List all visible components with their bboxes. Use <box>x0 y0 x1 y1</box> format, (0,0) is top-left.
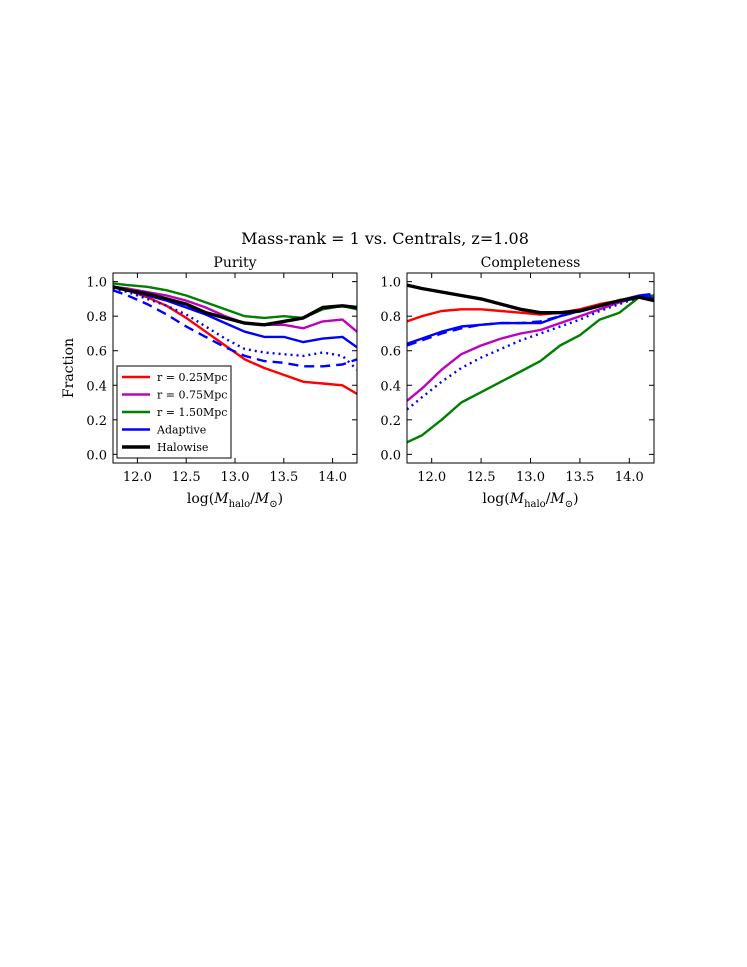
x-tick-label: 13.5 <box>565 470 594 485</box>
series-line-adaptive-dotted <box>407 294 654 411</box>
legend: r = 0.25Mpc r = 0.75Mpc r = 1.50Mpc Adaptiv… <box>116 365 232 459</box>
completeness-panel: 12.0 12.5 13.0 13.5 14.0 0.0 0.2 0.4 0.6 0.8 1.0 Co… <box>380 255 655 510</box>
x-tick-label: 12.0 <box>123 470 152 485</box>
panel-title: Purity <box>213 255 256 271</box>
y-tick-label: 0.6 <box>380 345 401 360</box>
y-tick-label: 1.0 <box>86 276 107 291</box>
x-tick-label: 13.5 <box>269 470 298 485</box>
series-line-adaptive-dotted <box>113 287 357 371</box>
x-tick-label: 12.0 <box>417 470 446 485</box>
legend-label-adaptive: Adaptive <box>156 424 206 437</box>
panel-title: Completeness <box>481 255 581 271</box>
y-tick-label: 0.8 <box>86 310 107 325</box>
legend-label-r150: r = 1.50Mpc <box>157 406 227 419</box>
y-tick-label: 0.0 <box>86 448 107 463</box>
y-tick-label: 0.2 <box>86 414 107 429</box>
series-line-r075-solid <box>407 296 654 402</box>
x-tick-label: 13.0 <box>221 470 250 485</box>
y-axis-label: Fraction <box>61 338 77 398</box>
x-axis-label: log(Mhalo/M⊙) <box>187 491 283 510</box>
y-tick-label: 0.4 <box>86 379 107 394</box>
series-line-halowise-solid <box>407 283 654 315</box>
series-line-r150-solid <box>407 294 654 444</box>
x-tick-label: 12.5 <box>172 470 201 485</box>
y-tick-label: 1.0 <box>380 276 401 291</box>
figure-title: Mass-rank = 1 vs. Centrals, z=1.08 <box>241 229 529 248</box>
y-tick-label: 0.6 <box>86 345 107 360</box>
y-tick-label: 0.4 <box>380 379 401 394</box>
y-tick-label: 0.8 <box>380 310 401 325</box>
legend-label-r075: r = 0.75Mpc <box>157 389 227 402</box>
y-tick-label: 0.2 <box>380 414 401 429</box>
x-tick-label: 14.0 <box>615 470 644 485</box>
series-line-r150-solid <box>113 282 357 320</box>
x-tick-label: 13.0 <box>516 470 545 485</box>
x-tick-label: 12.5 <box>467 470 496 485</box>
series-line-r025-solid <box>407 294 654 323</box>
series-line-halowise-solid <box>113 285 357 327</box>
legend-label-r025: r = 0.25Mpc <box>157 371 227 384</box>
x-tick-label: 14.0 <box>318 470 347 485</box>
series-line-adaptive-solid <box>113 285 357 349</box>
legend-label-halowise: Halowise <box>157 441 208 454</box>
x-axis-label: log(Mhalo/M⊙) <box>482 491 578 510</box>
purity-panel: 12.0 12.5 13.0 13.5 14.0 0.0 0.2 0.4 0.6 0.8 1.0 Pu… <box>61 255 358 510</box>
y-tick-label: 0.0 <box>380 448 401 463</box>
series-line-adaptive-dashed <box>113 289 357 368</box>
